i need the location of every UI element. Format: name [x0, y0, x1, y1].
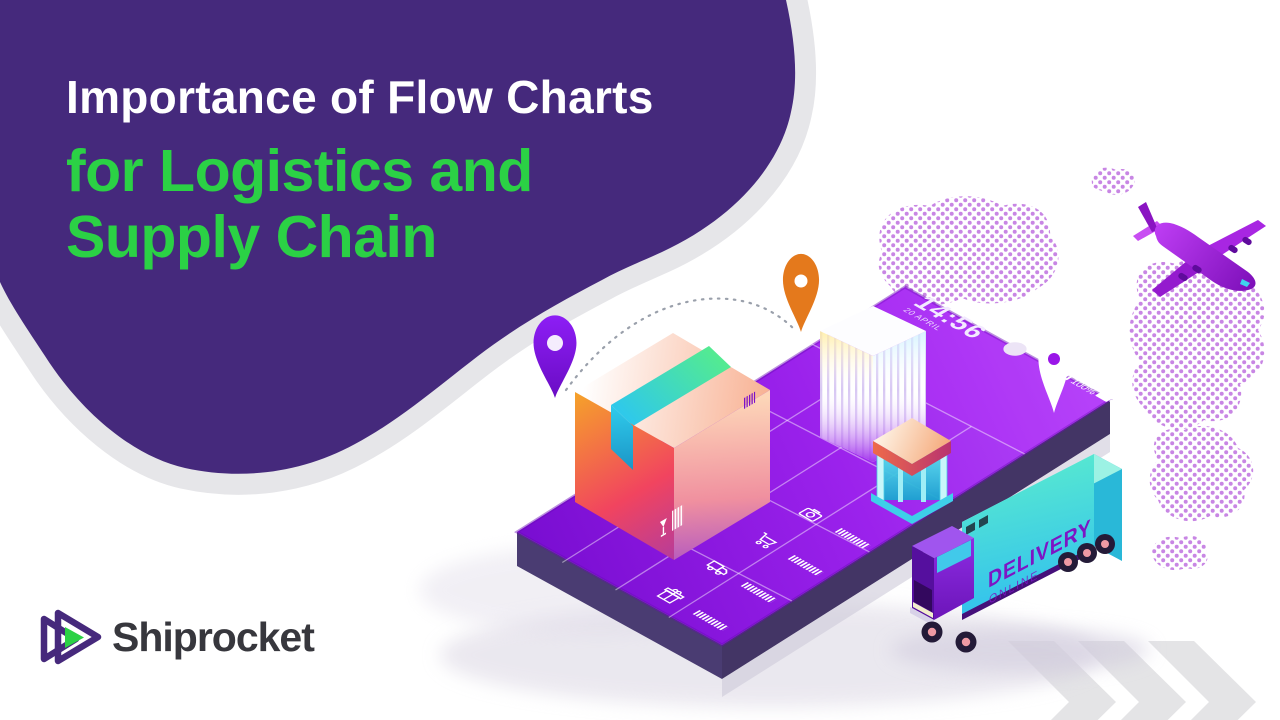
fragile-icon — [660, 504, 684, 538]
battery-icon — [1095, 391, 1113, 402]
headline-line-3: Supply Chain — [66, 203, 437, 270]
package-box-illustration — [575, 333, 770, 560]
phone-camera-icon — [1003, 342, 1027, 356]
building-illustration — [820, 306, 926, 462]
truck-cab — [910, 526, 974, 626]
shiprocket-play-icon — [40, 609, 102, 665]
cart-icon — [755, 532, 778, 549]
box-tape — [611, 346, 731, 426]
phone-text-bars — [692, 528, 871, 631]
headline-blob — [0, 0, 817, 495]
kiosk-illustration — [871, 418, 953, 524]
play-triangle-icon — [65, 627, 84, 648]
box-barcode-icon — [744, 391, 756, 409]
phone-side-right — [722, 400, 1110, 679]
route-dashed-arc — [564, 297, 795, 392]
truck-trailer — [962, 454, 1094, 614]
truck-icon — [706, 560, 728, 576]
barcode-icon — [672, 504, 684, 531]
dotted-map — [878, 167, 1265, 582]
delivery-truck-illustration: DELIVERY ONLINE — [910, 454, 1122, 653]
truck-wheels — [921, 534, 1115, 653]
location-pin-orange-icon — [782, 253, 820, 332]
gift-icon — [656, 587, 685, 604]
phone-side-left — [517, 532, 722, 679]
headline-line-2: for Logistics and — [66, 137, 533, 204]
location-pin-white-icon — [1038, 332, 1070, 413]
headline: Importance of Flow Charts for Logistics … — [66, 71, 654, 270]
blob-shape — [0, 0, 796, 474]
shiprocket-logo: Shiprocket — [34, 601, 315, 673]
airplane-icon — [1133, 202, 1266, 297]
headline-line-1: Importance of Flow Charts — [66, 71, 654, 123]
phone-app-icons — [656, 507, 823, 604]
shiprocket-wordmark: Shiprocket — [112, 613, 315, 660]
location-pin-purple-icon — [533, 315, 577, 398]
camera-icon — [798, 507, 823, 522]
